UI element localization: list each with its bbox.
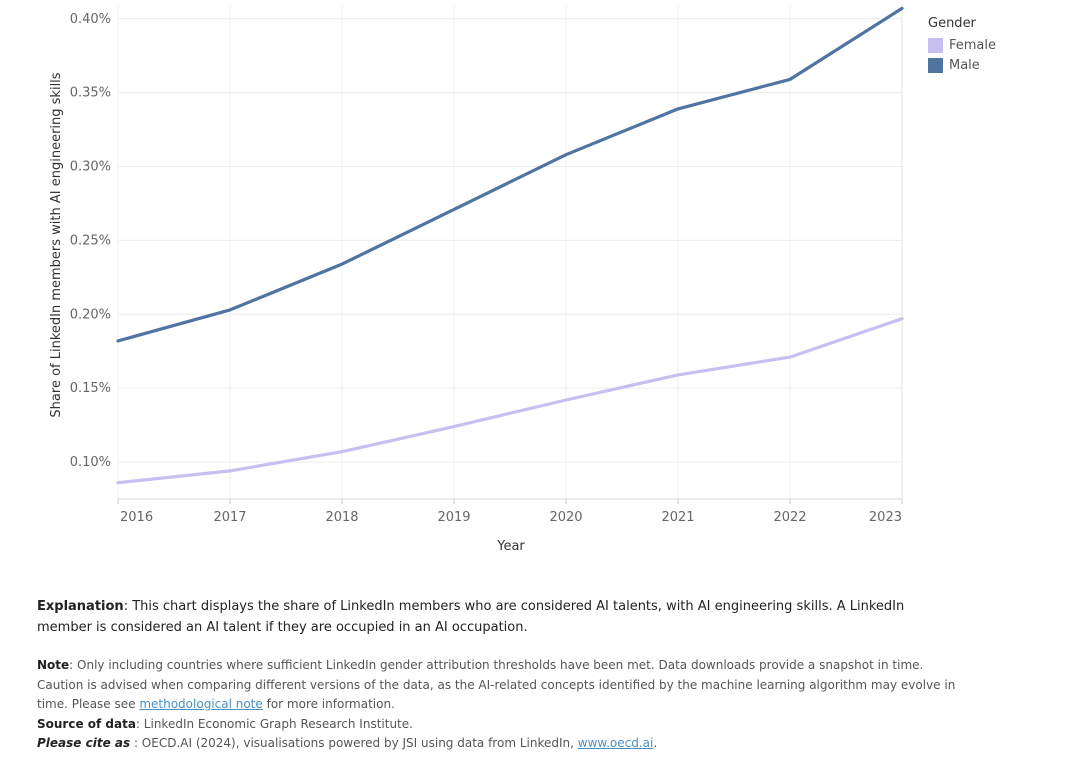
methodological-note-link[interactable]: methodological note <box>139 697 263 711</box>
legend-items: Female Male <box>928 35 1008 93</box>
explanation-label: Explanation <box>37 599 124 614</box>
legend: Gender Female Male <box>928 16 1008 93</box>
legend-label-female: Female <box>949 37 997 53</box>
series-line-female[interactable] <box>116 317 904 485</box>
legend-swatch-female <box>928 37 943 53</box>
data-point-male[interactable] <box>336 258 348 270</box>
series-line-male[interactable] <box>116 6 904 343</box>
x-tick-label: 2017 <box>213 510 246 525</box>
data-point-female[interactable] <box>448 421 460 433</box>
y-tick-label: 0.30% <box>70 160 111 175</box>
y-tick-label: 0.40% <box>70 12 111 27</box>
x-tick-label: 2016 <box>120 510 153 525</box>
data-point-male[interactable] <box>448 203 460 215</box>
series-lines <box>112 2 908 489</box>
y-tick-label: 0.25% <box>70 233 111 248</box>
data-point-male[interactable] <box>672 103 684 115</box>
y-tick-label: 0.10% <box>70 455 111 470</box>
y-tick-label: 0.15% <box>70 381 111 396</box>
data-point-female[interactable] <box>784 351 796 363</box>
x-tick-label: 2023 <box>869 510 902 525</box>
cite-end: . <box>653 736 658 750</box>
x-axis: 2016 2017 2018 2019 2020 2021 2022 2023 <box>117 498 903 525</box>
data-point-female[interactable] <box>336 446 348 458</box>
x-tick-label: 2020 <box>549 510 582 525</box>
data-point-female[interactable] <box>896 313 908 325</box>
y-tick-label: 0.20% <box>70 307 111 322</box>
source-label: Source of data <box>37 716 136 731</box>
y-axis: 0.10% 0.15% 0.20% 0.25% 0.30% 0.35% 0.40% <box>70 12 111 470</box>
legend-swatch-male <box>928 57 943 73</box>
x-tick-label: 2022 <box>773 510 806 525</box>
legend-label-male: Male <box>949 57 980 73</box>
cite-text: : OECD.AI (2024), visualisations powered… <box>130 736 578 750</box>
legend-title: Gender <box>928 16 976 31</box>
data-point-male[interactable] <box>896 2 908 14</box>
x-axis-title: Year <box>496 539 525 554</box>
citation: Please cite as : OECD.AI (2024), visuali… <box>37 734 957 754</box>
data-point-female[interactable] <box>560 394 572 406</box>
data-point-female[interactable] <box>672 369 684 381</box>
notes-section: Explanation: This chart displays the sha… <box>37 596 957 754</box>
source-text: : LinkedIn Economic Graph Research Insti… <box>135 716 413 731</box>
x-tick-label: 2019 <box>437 510 470 525</box>
note-text-1: : Only including countries where suffici… <box>37 658 956 711</box>
data-point-male[interactable] <box>560 149 572 161</box>
source: Source of data: LinkedIn Economic Graph … <box>37 715 957 735</box>
data-point-male[interactable] <box>224 304 236 316</box>
y-tick-label: 0.35% <box>70 86 111 101</box>
x-tick-label: 2021 <box>661 510 694 525</box>
oecd-link[interactable]: www.oecd.ai <box>577 736 654 750</box>
data-point-male[interactable] <box>784 73 796 85</box>
data-point-male[interactable] <box>112 335 124 347</box>
note-label: Note <box>37 658 70 672</box>
legend-item-male[interactable]: Male <box>928 55 1008 75</box>
data-point-female[interactable] <box>112 477 124 489</box>
explanation-text: : This chart displays the share of Linke… <box>37 599 905 635</box>
note-text-2: for more information. <box>262 697 395 711</box>
gridlines <box>117 4 903 499</box>
legend-item-female[interactable]: Female <box>928 35 1008 55</box>
data-point-female[interactable] <box>224 465 236 477</box>
x-tick-label: 2018 <box>325 510 358 525</box>
explanation: Explanation: This chart displays the sha… <box>37 596 957 638</box>
line-chart: 0.10% 0.15% 0.20% 0.25% 0.30% 0.35% 0.40% 2016… <box>49 2 908 554</box>
y-axis-title: Share of LinkedIn members with AI engine… <box>49 72 64 417</box>
note: Note: Only including countries where suf… <box>37 656 957 715</box>
cite-label: Please cite as <box>37 736 131 750</box>
